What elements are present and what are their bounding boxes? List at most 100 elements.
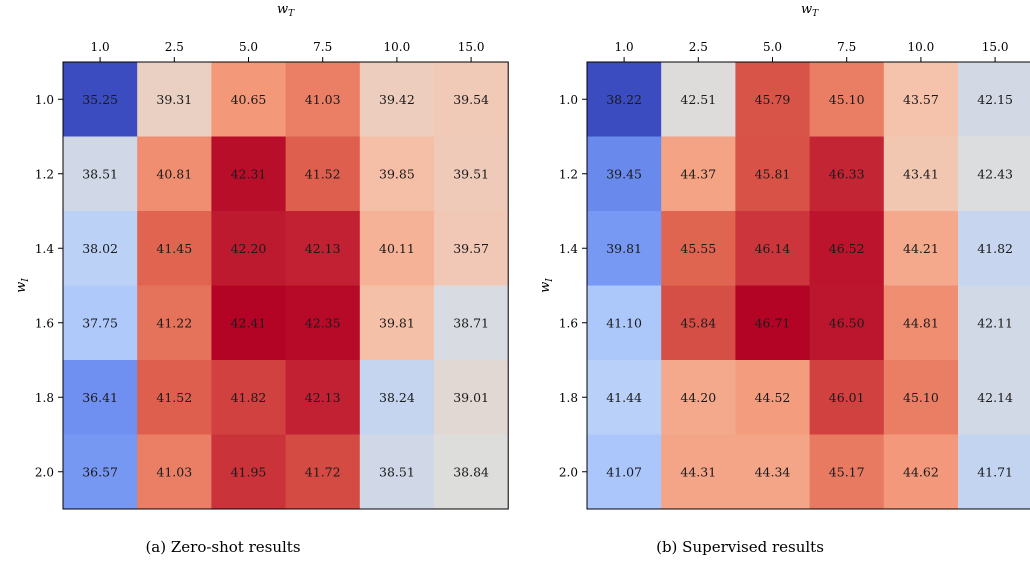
cell-value-label: 44.31 bbox=[680, 464, 716, 479]
heatmap-cell bbox=[63, 62, 138, 137]
cell-value-label: 41.03 bbox=[156, 464, 192, 479]
heatmap-cell bbox=[137, 136, 212, 212]
cell-value-label: 44.81 bbox=[903, 315, 939, 330]
heatmap-cell bbox=[137, 434, 212, 510]
heatmap-cell bbox=[958, 360, 1030, 435]
heatmap-cell bbox=[661, 360, 736, 435]
heatmap-cell bbox=[63, 360, 138, 435]
y-tick-label: 1.8 bbox=[559, 391, 578, 405]
y-tick-label: 2.0 bbox=[559, 465, 578, 479]
panel-caption: (b) Supervised results bbox=[656, 538, 824, 556]
cell-value-label: 45.79 bbox=[755, 92, 791, 107]
x-tick-label: 1.0 bbox=[615, 40, 634, 54]
y-tick-label: 1.0 bbox=[35, 93, 54, 107]
cell-value-label: 42.11 bbox=[977, 315, 1013, 330]
cell-value-label: 38.71 bbox=[453, 315, 489, 330]
heatmap-cell bbox=[63, 285, 138, 361]
cell-value-label: 39.54 bbox=[453, 92, 489, 107]
x-tick-label: 2.5 bbox=[689, 40, 708, 54]
x-axis-label: wT bbox=[277, 2, 295, 19]
heatmap-cell bbox=[809, 434, 885, 510]
x-tick-label: 15.0 bbox=[458, 40, 485, 54]
x-tick-label: 5.0 bbox=[239, 40, 258, 54]
cell-value-label: 41.52 bbox=[156, 390, 192, 405]
heatmap-cell bbox=[883, 62, 959, 137]
cell-value-label: 38.51 bbox=[379, 464, 415, 479]
cell-value-label: 39.51 bbox=[453, 166, 489, 181]
cell-value-label: 46.71 bbox=[755, 315, 791, 330]
heatmap-cell bbox=[587, 211, 662, 286]
heatmap-cell bbox=[359, 211, 435, 286]
cell-value-label: 46.50 bbox=[829, 315, 865, 330]
plot-frame bbox=[62, 61, 509, 510]
x-tick-label: 1.0 bbox=[91, 40, 110, 54]
heatmap-cell bbox=[211, 434, 287, 510]
heatmap-cell bbox=[285, 360, 361, 435]
cell-value-label: 46.52 bbox=[829, 241, 865, 256]
cell-value-label: 42.13 bbox=[305, 241, 341, 256]
heatmap-cell bbox=[883, 136, 959, 212]
heatmap-cell bbox=[661, 62, 736, 137]
heatmap-cell bbox=[434, 136, 509, 212]
heatmap-cell bbox=[434, 211, 509, 286]
cell-value-label: 41.82 bbox=[231, 390, 267, 405]
heatmap-cell bbox=[587, 434, 662, 510]
cell-value-label: 40.65 bbox=[231, 92, 267, 107]
heatmap-cell bbox=[809, 136, 885, 212]
x-tick-label: 7.5 bbox=[313, 40, 332, 54]
heatmap-cell bbox=[434, 360, 509, 435]
cell-value-label: 41.10 bbox=[606, 315, 642, 330]
cell-value-label: 41.95 bbox=[231, 464, 267, 479]
heatmap-cell bbox=[359, 62, 435, 137]
cell-value-label: 42.43 bbox=[977, 166, 1013, 181]
x-axis-label: wT bbox=[801, 2, 819, 19]
cell-value-label: 42.51 bbox=[680, 92, 716, 107]
heatmap-cell bbox=[434, 285, 509, 361]
cell-value-label: 37.75 bbox=[82, 315, 118, 330]
cell-value-label: 42.20 bbox=[231, 241, 267, 256]
heatmap-cell bbox=[63, 211, 138, 286]
cell-value-label: 41.22 bbox=[156, 315, 192, 330]
cell-value-label: 35.25 bbox=[82, 92, 118, 107]
heatmap-cell bbox=[587, 360, 662, 435]
heatmap-cell bbox=[809, 360, 885, 435]
cell-value-label: 42.15 bbox=[977, 92, 1013, 107]
heatmap-cell bbox=[958, 62, 1030, 137]
cell-value-label: 38.84 bbox=[453, 464, 489, 479]
heatmap-cell bbox=[735, 360, 811, 435]
heatmap-cell bbox=[809, 285, 885, 361]
cell-value-label: 36.41 bbox=[82, 390, 118, 405]
heatmap-cell bbox=[63, 434, 138, 510]
cell-value-label: 45.10 bbox=[829, 92, 865, 107]
cell-value-label: 45.81 bbox=[755, 166, 791, 181]
cell-value-label: 45.84 bbox=[680, 315, 716, 330]
y-tick-label: 1.8 bbox=[35, 391, 54, 405]
heatmap-panel-supervised: 38.22 42.51 45.79 45.10 43.57 42.15 39.45 44.37… bbox=[538, 2, 1030, 556]
cell-value-label: 40.81 bbox=[156, 166, 192, 181]
heatmap-cell bbox=[735, 62, 811, 137]
heatmap-cell bbox=[359, 285, 435, 361]
heatmap-cell bbox=[285, 136, 361, 212]
heatmap-cell bbox=[661, 211, 736, 286]
x-tick-label: 10.0 bbox=[908, 40, 935, 54]
heatmap-cell bbox=[735, 136, 811, 212]
cell-value-label: 43.41 bbox=[903, 166, 939, 181]
y-tick-label: 1.0 bbox=[559, 93, 578, 107]
cell-value-label: 41.82 bbox=[977, 241, 1013, 256]
cell-value-label: 46.33 bbox=[829, 166, 865, 181]
cell-value-label: 39.57 bbox=[453, 241, 489, 256]
cell-value-label: 39.42 bbox=[379, 92, 415, 107]
heatmap-cell bbox=[958, 211, 1030, 286]
cell-value-label: 42.13 bbox=[305, 390, 341, 405]
heatmap-cell bbox=[958, 285, 1030, 361]
heatmap-cell bbox=[661, 136, 736, 212]
cell-value-label: 39.85 bbox=[379, 166, 415, 181]
heatmap-cell bbox=[883, 285, 959, 361]
heatmap-cell bbox=[359, 360, 435, 435]
cell-value-label: 44.21 bbox=[903, 241, 939, 256]
x-tick-label: 5.0 bbox=[763, 40, 782, 54]
heatmap-cell bbox=[809, 211, 885, 286]
heatmap-cell bbox=[211, 62, 287, 137]
cell-value-label: 39.81 bbox=[606, 241, 642, 256]
